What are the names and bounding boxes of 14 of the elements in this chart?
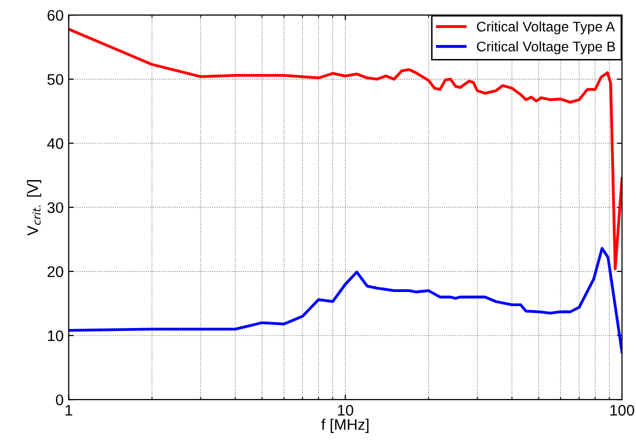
y-tick-label: 30 <box>47 202 64 214</box>
y-tick-label: 10 <box>48 330 64 342</box>
y-tick-label: 50 <box>47 74 64 85</box>
legend-label: Critical Voltage Type A <box>476 21 615 34</box>
x-tick-label: 100 <box>610 404 634 416</box>
y-tick-label: 40 <box>47 138 64 149</box>
y-tick-label: 60 <box>48 10 64 21</box>
x-axis-title: f [MHz] <box>321 418 368 433</box>
legend-label: Critical Voltage Type B <box>476 41 616 54</box>
y-tick-label: 20 <box>48 266 64 278</box>
x-tick-label: 1 <box>66 405 72 416</box>
y-tick-label: 0 <box>56 394 64 406</box>
y-axis-title: V$_{crit.}$ [V] <box>26 180 42 236</box>
x-tick-label: 10 <box>338 404 354 416</box>
